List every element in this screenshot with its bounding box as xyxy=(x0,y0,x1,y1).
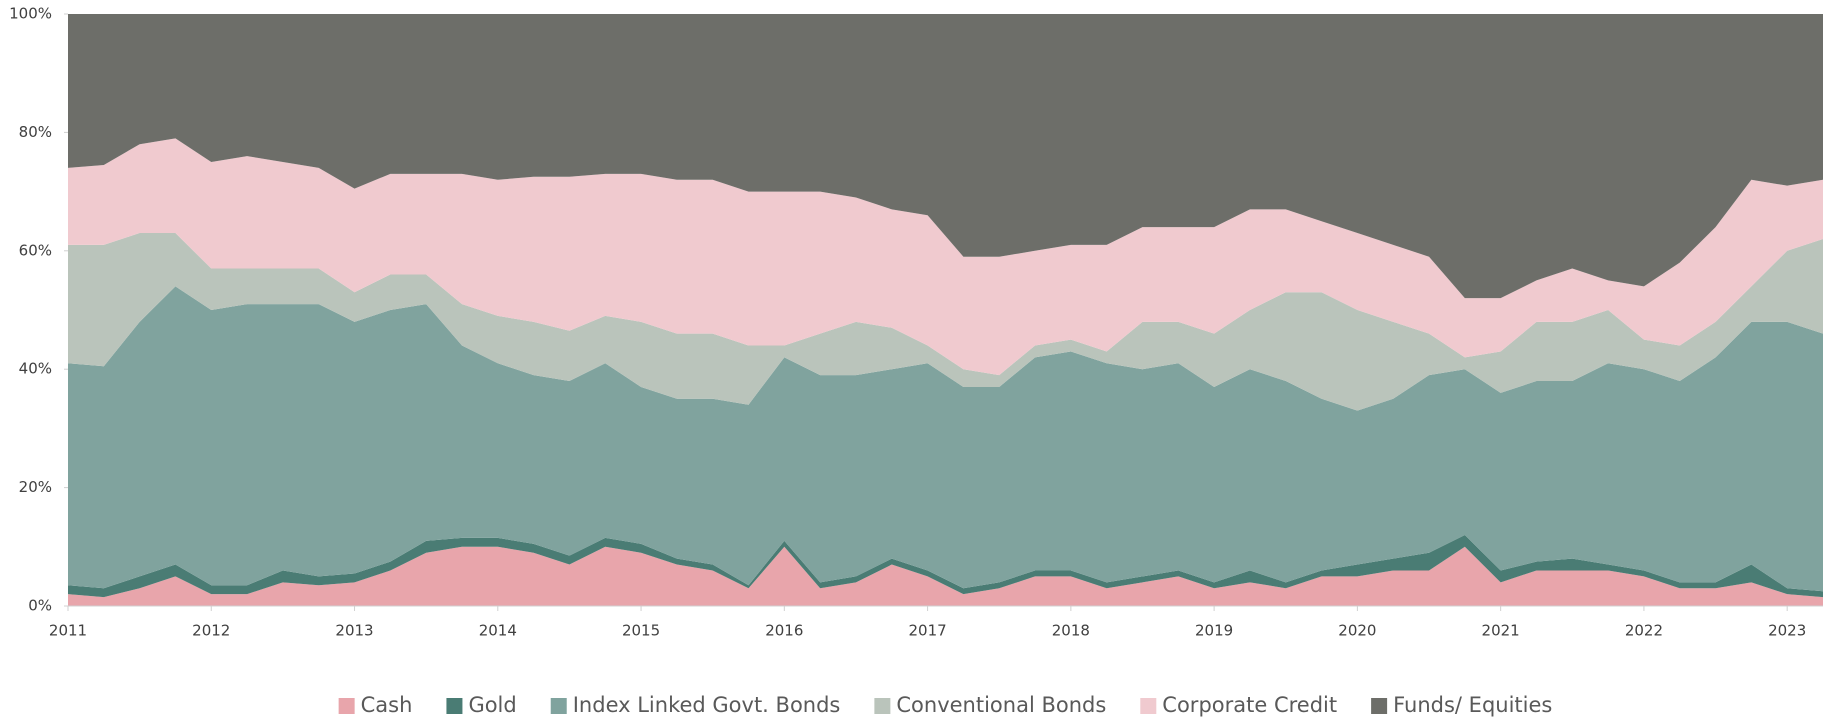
x-tick-label: 2023 xyxy=(1768,622,1806,640)
x-tick-label: 2012 xyxy=(192,622,230,640)
area xyxy=(68,14,1823,299)
x-tick-label: 2011 xyxy=(49,622,87,640)
x-tick-label: 2019 xyxy=(1195,622,1233,640)
legend-label: Funds/ Equities xyxy=(1393,693,1552,717)
legend-label: Index Linked Govt. Bonds xyxy=(573,693,841,717)
legend-swatch xyxy=(338,698,355,714)
legend-label: Gold xyxy=(468,693,516,717)
y-tick-label: 20% xyxy=(19,478,52,496)
x-tick-label: 2016 xyxy=(765,622,803,640)
x-tick-label: 2022 xyxy=(1625,622,1663,640)
legend-swatch xyxy=(1371,698,1388,714)
x-tick-label: 2017 xyxy=(908,622,946,640)
x-tick-label: 2018 xyxy=(1052,622,1090,640)
area xyxy=(68,233,1823,411)
x-tick-label: 2020 xyxy=(1338,622,1376,640)
legend-label: Cash xyxy=(361,693,413,717)
legend-swatch xyxy=(874,698,891,714)
legend-swatch xyxy=(550,698,567,714)
x-tick-label: 2021 xyxy=(1482,622,1520,640)
y-tick-label: 80% xyxy=(19,123,52,141)
y-tick-label: 40% xyxy=(19,360,52,378)
x-tick-label: 2015 xyxy=(622,622,660,640)
legend: Cash Gold Index Linked Govt. Bonds Conventi… xyxy=(338,693,1552,717)
area xyxy=(68,546,1823,606)
x-tick-label: 2014 xyxy=(479,622,517,640)
y-tick-label: 0% xyxy=(28,597,52,615)
y-tick-label: 60% xyxy=(19,241,52,259)
area xyxy=(68,534,1823,598)
legend-label: Conventional Bonds xyxy=(896,693,1106,717)
area xyxy=(68,286,1823,592)
legend-swatch xyxy=(1140,698,1157,714)
x-tick-label: 2013 xyxy=(335,622,373,640)
y-tick-label: 100% xyxy=(9,5,52,23)
area xyxy=(68,138,1823,376)
legend-swatch xyxy=(446,698,463,714)
legend-label: Corporate Credit xyxy=(1162,693,1337,717)
